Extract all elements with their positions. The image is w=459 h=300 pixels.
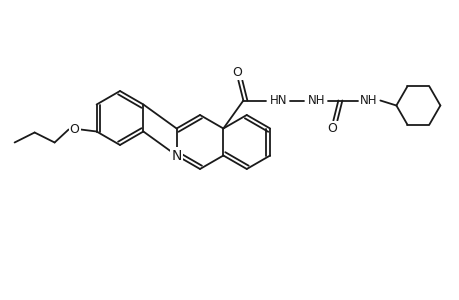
- Text: HN: HN: [269, 94, 286, 107]
- Text: O: O: [69, 123, 79, 136]
- Text: NH: NH: [359, 94, 376, 107]
- Text: O: O: [327, 122, 336, 135]
- Text: NH: NH: [307, 94, 325, 107]
- Text: O: O: [232, 66, 242, 79]
- Text: N: N: [171, 148, 181, 163]
